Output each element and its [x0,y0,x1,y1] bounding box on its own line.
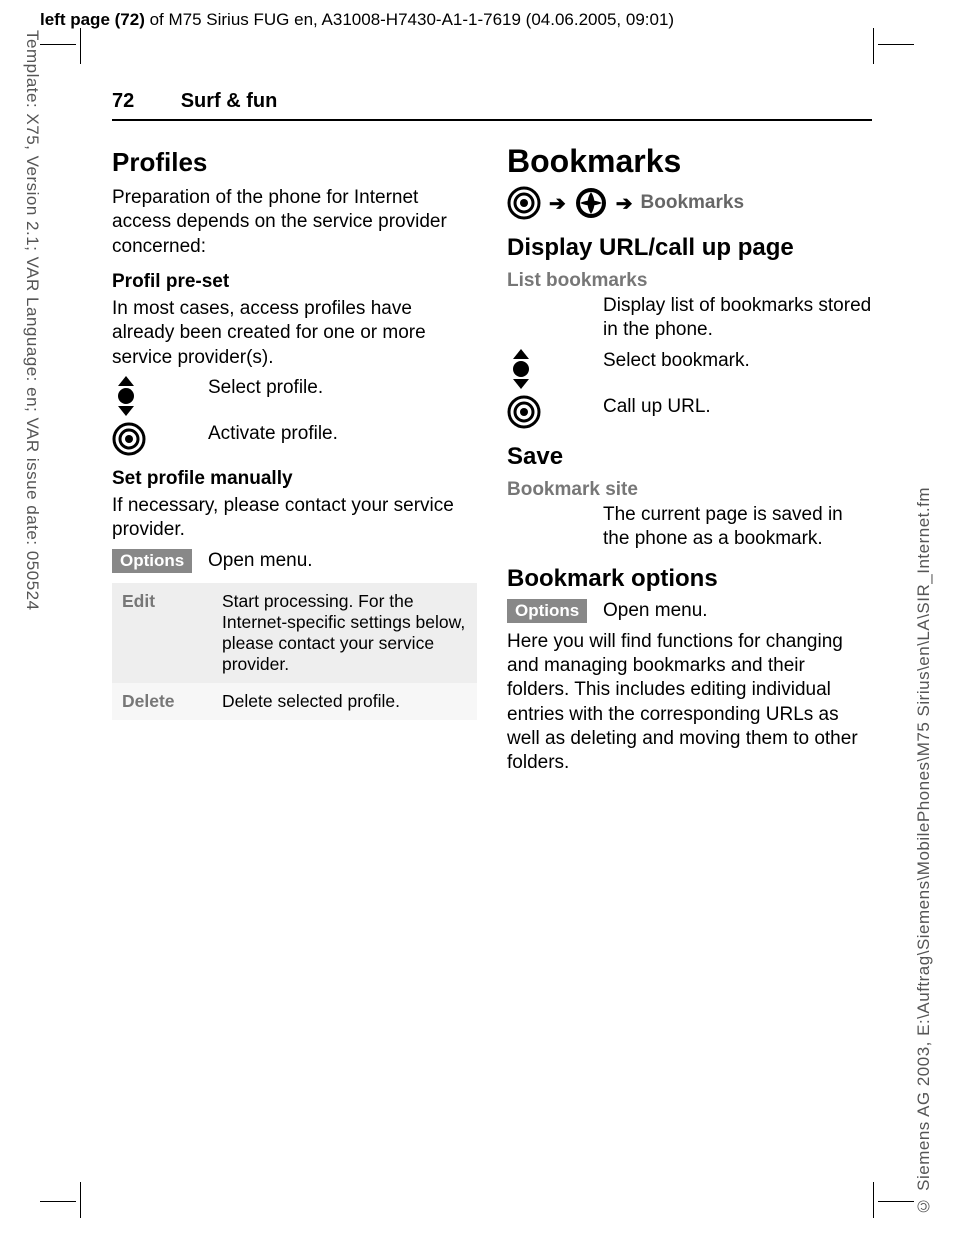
list-bookmarks-body: Display list of bookmarks stored in the … [603,294,872,343]
page-number: 72 [112,90,134,112]
options-badge: Options [507,599,603,623]
call-url-text: Call up URL. [603,395,711,419]
row-select-bookmark: Select bookmark. [507,349,872,389]
globe-icon [574,186,608,220]
row-options-right: Options Open menu. [507,599,872,623]
updown-joystick-icon [112,376,208,416]
table-key: Edit [112,583,212,683]
heading-bookmarks: Bookmarks [507,143,872,180]
left-margin-note: Template: X75, Version 2.1; VAR Language… [22,30,42,611]
select-profile-text: Select profile. [208,376,323,400]
crop-mark [873,1182,874,1218]
crop-mark [873,28,874,64]
profile-options-table: Edit Start processing. For the Internet-… [112,583,477,720]
heading-bookmark-options: Bookmark options [507,565,872,593]
row-call-url: Call up URL. [507,395,872,429]
crop-mark [878,1201,914,1202]
row-options-left: Options Open menu. [112,549,477,573]
options-badge-label: Options [112,549,192,573]
right-column: Bookmarks ➔ [507,143,872,781]
center-press-icon [507,186,541,220]
preset-body: In most cases, access profiles have alre… [112,297,477,370]
bookmark-site-body: The current page is saved in the phone a… [603,503,872,552]
label-list-bookmarks: List bookmarks [507,270,872,292]
select-bookmark-text: Select bookmark. [603,349,750,373]
options-badge-label: Options [507,599,587,623]
arrow-icon: ➔ [549,191,566,216]
doc-header-rest: of M75 Sirius FUG en, A31008-H7430-A1-1-… [145,10,674,29]
doc-header-bold: left page (72) [40,10,145,29]
crop-mark [40,44,76,45]
row-select-profile: Select profile. [112,376,477,416]
table-val: Delete selected profile. [212,683,477,720]
left-column: Profiles Preparation of the phone for In… [112,143,477,781]
heading-save: Save [507,443,872,471]
nav-path: ➔ ➔ Bookmarks [507,186,872,220]
table-row: Delete Delete selected profile. [112,683,477,720]
arrow-icon: ➔ [616,191,633,216]
label-bookmark-site: Bookmark site [507,479,872,501]
chapter-title: Surf & fun [181,90,278,112]
activate-profile-text: Activate profile. [208,422,338,446]
table-row: Edit Start processing. For the Internet-… [112,583,477,683]
crop-mark [878,44,914,45]
crop-mark [40,1201,76,1202]
page-body: 72 Surf & fun Profiles Preparation of th… [112,90,872,781]
doc-header: left page (72) of M75 Sirius FUG en, A31… [40,10,674,30]
center-press-icon [112,422,208,456]
crop-mark [80,1182,81,1218]
bookmark-options-body: Here you will find functions for changin… [507,630,872,776]
open-menu-text-right: Open menu. [603,599,708,623]
heading-profiles: Profiles [112,147,477,178]
right-margin-note: © Siemens AG 2003, E:\Auftrag\Siemens\Mo… [914,487,934,1216]
crop-mark [80,28,81,64]
center-press-icon [507,395,603,429]
manual-body: If necessary, please contact your servic… [112,494,477,543]
table-key: Delete [112,683,212,720]
profiles-body: Preparation of the phone for Internet ac… [112,186,477,259]
running-head: 72 Surf & fun [112,90,872,121]
heading-preset: Profil pre-set [112,271,477,293]
heading-display-url: Display URL/call up page [507,234,872,262]
open-menu-text-left: Open menu. [208,549,313,573]
heading-manual: Set profile manually [112,468,477,490]
options-badge: Options [112,549,208,573]
updown-joystick-icon [507,349,603,389]
table-val: Start processing. For the Internet-speci… [212,583,477,683]
nav-path-label: Bookmarks [641,192,745,214]
row-activate-profile: Activate profile. [112,422,477,456]
